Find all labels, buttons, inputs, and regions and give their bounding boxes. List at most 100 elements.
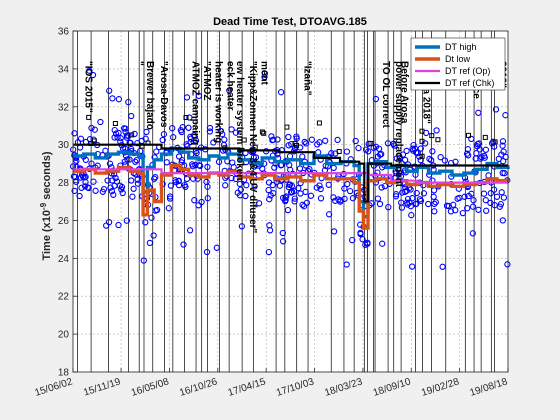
measurement-point <box>106 160 114 167</box>
reference-point <box>435 137 441 143</box>
measurement-point <box>282 194 289 201</box>
legend-label: DT ref (Chk) <box>445 78 494 88</box>
measurement-point <box>238 223 246 230</box>
measurement-point <box>469 230 476 237</box>
measurement-point <box>269 136 277 143</box>
series-line-dt-ref-chk <box>73 143 508 203</box>
x-tick-label: 19/08/18 <box>468 376 509 399</box>
measurement-point <box>143 128 150 136</box>
event-label: "IOS 2015" <box>83 61 94 113</box>
event-label: Before Arosa <box>399 61 410 124</box>
x-tick-label: 16/05/08 <box>130 376 171 399</box>
measurement-point <box>332 197 339 204</box>
measurement-point <box>213 244 220 251</box>
measurement-point <box>408 212 415 219</box>
measurement-point <box>487 190 494 197</box>
measurement-point <box>357 229 364 237</box>
measurement-point <box>120 125 128 132</box>
measurement-point <box>234 189 241 196</box>
x-tick-label: 15/11/19 <box>82 376 122 398</box>
reference-point <box>259 129 265 135</box>
measurement-point <box>441 157 449 164</box>
measurement-point <box>128 112 135 120</box>
measurement-point <box>316 182 323 189</box>
measurement-point <box>499 138 507 145</box>
measurement-point <box>232 129 240 136</box>
measurement-point <box>343 261 350 268</box>
measurement-point <box>167 182 175 189</box>
measurement-point <box>437 154 444 161</box>
measurement-point <box>265 248 273 256</box>
measurement-point <box>325 211 333 218</box>
measurement-point <box>300 203 308 210</box>
measurement-point <box>416 153 423 160</box>
measurement-point <box>432 199 439 206</box>
measurement-point <box>325 181 332 188</box>
reference-point <box>91 138 97 144</box>
measurement-point <box>221 136 228 143</box>
measurement-point <box>222 182 229 189</box>
measurement-point <box>475 206 482 213</box>
y-tick-label: 26 <box>58 216 70 227</box>
measurement-point <box>349 236 356 244</box>
measurement-point <box>482 146 490 153</box>
measurement-point <box>416 196 424 203</box>
measurement-point <box>267 192 274 199</box>
measurement-point <box>498 151 505 158</box>
measurement-point <box>113 178 121 185</box>
measurement-point <box>108 188 116 195</box>
measurement-point <box>341 185 348 192</box>
event-label: ew heater system broken" <box>234 61 245 185</box>
measurement-point <box>468 190 475 197</box>
measurement-point <box>359 236 366 243</box>
measurement-point <box>381 182 389 190</box>
measurement-point <box>291 198 298 205</box>
measurement-point <box>284 206 292 214</box>
measurement-point <box>78 184 85 191</box>
measurement-point <box>86 67 93 74</box>
measurement-point <box>159 136 166 144</box>
y-axis-label-exponent: -9 <box>39 202 48 210</box>
measurement-point <box>265 186 272 194</box>
measurement-point <box>114 134 121 141</box>
measurement-point <box>481 154 488 161</box>
measurement-point <box>130 185 137 192</box>
measurement-point <box>464 205 471 212</box>
measurement-point <box>217 127 225 135</box>
measurement-point <box>153 148 160 155</box>
measurement-point <box>119 189 126 197</box>
measurement-point <box>175 177 183 184</box>
measurement-point <box>431 200 438 208</box>
measurement-point <box>364 240 371 247</box>
measurement-point <box>103 222 110 229</box>
legend-label: DT ref (Op) <box>445 66 490 76</box>
measurement-point <box>483 207 490 214</box>
x-tick-label: 19/02/28 <box>420 376 461 399</box>
measurement-point <box>308 136 316 143</box>
measurement-point <box>499 169 506 177</box>
measurement-point <box>500 194 508 201</box>
measurement-point <box>385 203 392 211</box>
measurement-point <box>250 154 257 161</box>
measurement-point <box>274 136 281 143</box>
y-tick-label: 34 <box>58 64 70 75</box>
reference-point <box>129 132 135 138</box>
measurement-point <box>426 155 433 163</box>
measurement-point <box>191 197 198 204</box>
measurement-point <box>296 165 304 172</box>
measurement-point <box>178 156 186 164</box>
measurement-point <box>413 200 420 207</box>
measurement-point <box>355 144 362 152</box>
measurement-point <box>504 261 511 268</box>
y-tick-label: 20 <box>58 330 70 341</box>
x-tick-label: 15/06/02 <box>33 376 74 399</box>
measurement-point <box>469 203 477 210</box>
measurement-point <box>163 159 170 166</box>
reference-point <box>86 114 92 120</box>
measurement-point <box>116 182 124 189</box>
measurement-point <box>204 183 211 190</box>
event-label: "Arosa 2018" <box>421 61 432 124</box>
measurement-point <box>236 180 243 188</box>
measurement-point <box>302 140 310 147</box>
y-tick-label: 32 <box>58 102 70 113</box>
